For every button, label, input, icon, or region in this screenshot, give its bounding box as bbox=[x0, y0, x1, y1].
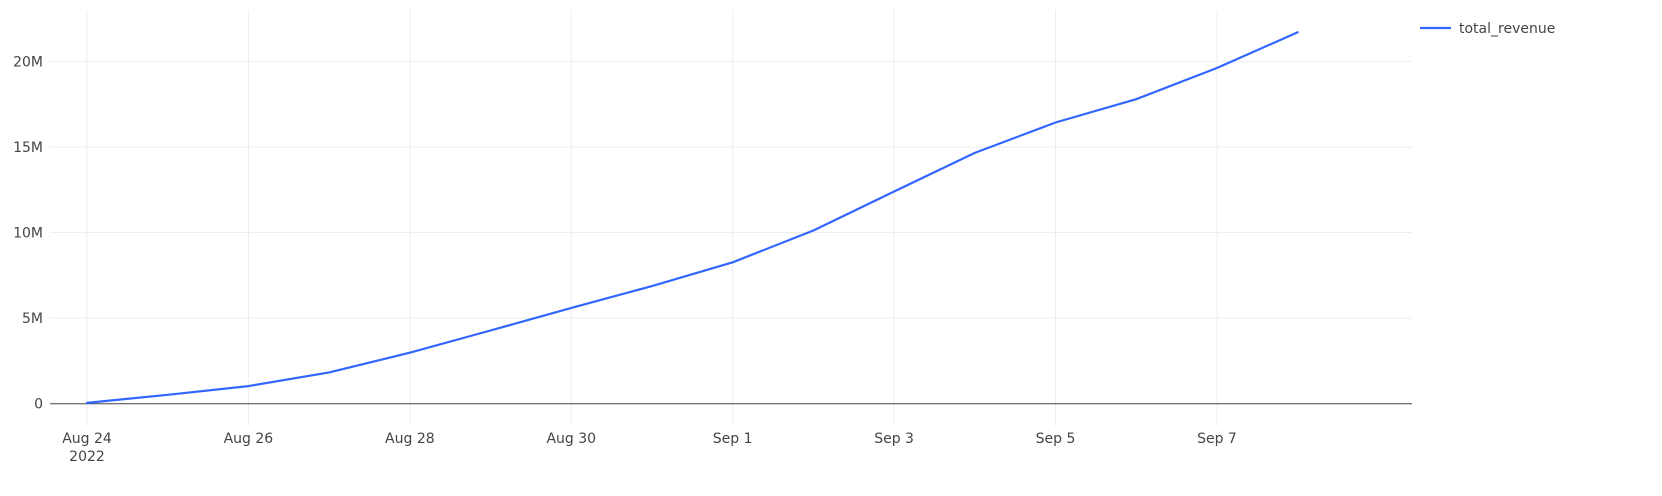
x-tick-label: Sep 5 bbox=[1036, 431, 1076, 447]
x-gridlines bbox=[86, 10, 1218, 426]
legend-item[interactable]: total_revenue bbox=[1420, 21, 1555, 37]
x-tick-label: Sep 3 bbox=[874, 431, 914, 447]
y-axis-tick-labels: 0 5M 10M 15M 20M bbox=[13, 54, 43, 412]
y-tick-label: 10M bbox=[13, 226, 43, 242]
legend[interactable]: total_revenue bbox=[1420, 21, 1555, 37]
y-tick-label: 20M bbox=[13, 54, 43, 70]
x-tick-label: Aug 26 bbox=[224, 431, 274, 447]
x-tick-label: Aug 24 bbox=[62, 431, 112, 447]
y-gridlines bbox=[50, 60, 1412, 319]
legend-label: total_revenue bbox=[1459, 21, 1555, 37]
y-tick-label: 15M bbox=[13, 140, 43, 156]
series-line-total-revenue[interactable] bbox=[85, 31, 1299, 404]
x-tick-label: Aug 28 bbox=[385, 431, 435, 447]
x-tick-year-label: 2022 bbox=[69, 449, 105, 465]
y-tick-label: 5M bbox=[22, 311, 43, 327]
x-tick-label: Aug 30 bbox=[546, 431, 596, 447]
x-tick-label: Sep 1 bbox=[713, 431, 753, 447]
x-axis-tick-labels: Aug 24 2022 Aug 26 Aug 28 Aug 30 Sep 1 Sep 3 Se… bbox=[62, 431, 1237, 465]
series-lines bbox=[85, 31, 1299, 404]
x-tick-label: Sep 7 bbox=[1197, 431, 1237, 447]
y-tick-label: 0 bbox=[34, 397, 43, 413]
